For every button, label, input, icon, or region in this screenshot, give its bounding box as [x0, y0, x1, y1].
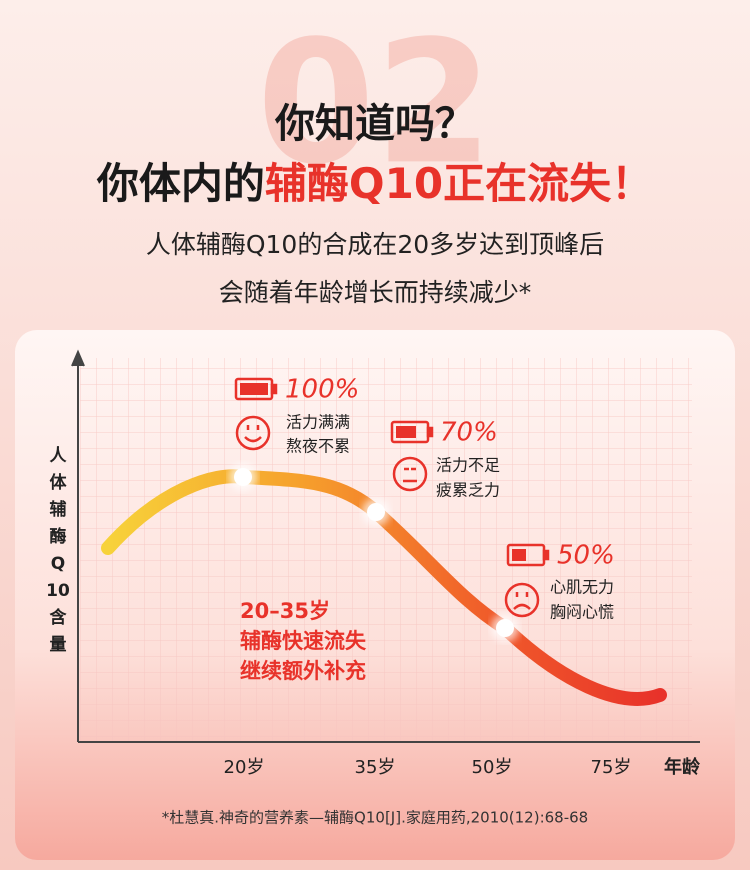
- percent: 70%: [440, 418, 498, 448]
- eyes: [246, 425, 260, 430]
- point: [234, 468, 252, 486]
- annotation-line: 继续额外补充: [240, 659, 366, 683]
- point: [367, 503, 385, 521]
- features: [403, 467, 417, 483]
- x-label: 20岁: [224, 757, 265, 778]
- annotation-line: 辅酶快速流失: [240, 629, 367, 653]
- neutral-face: [392, 456, 428, 492]
- battery-level: [512, 549, 526, 561]
- callout-line: 疲累乏力: [436, 481, 500, 500]
- heading: 你知道吗？: [274, 101, 475, 147]
- smile: [244, 436, 262, 443]
- smile-face: [235, 415, 271, 451]
- y-axis-label: 人体辅酶Q 10 含量: [46, 446, 70, 655]
- features: [513, 592, 531, 610]
- x-labels: 20岁 35岁 50岁 75岁 年龄: [224, 756, 701, 778]
- battery-level: [396, 426, 416, 438]
- y-axis: [71, 349, 85, 742]
- subtitle: 会随着年龄增长而持续减少*: [219, 278, 532, 307]
- background-number: 02: [257, 4, 494, 202]
- x-axis-label: 年龄: [664, 756, 701, 778]
- y-axis-label-char: 辅: [50, 499, 67, 520]
- percents: 100% 70% 50%: [285, 375, 615, 571]
- points: [229, 463, 519, 642]
- y-axis-label-char: 10: [46, 581, 70, 601]
- y-axis-label-char: 人: [50, 446, 68, 466]
- sad-face: [504, 582, 540, 618]
- heading-plain: 你体内的: [96, 159, 265, 208]
- x-label: 50岁: [472, 757, 513, 778]
- percent: 50%: [557, 541, 615, 571]
- subtitle: 人体辅酶Q10的合成在20多岁达到顶峰后: [146, 230, 604, 259]
- heading-highlight: 辅酶Q10正在流失！: [265, 159, 653, 208]
- x-label: 35岁: [355, 757, 396, 778]
- callout-line: 熬夜不累: [286, 437, 350, 456]
- battery-tip: [270, 383, 278, 395]
- battery-tip: [542, 549, 550, 561]
- y-axis-label-char: 量: [50, 634, 67, 655]
- point: [496, 619, 514, 637]
- annotation-line: 20–35岁: [240, 599, 330, 623]
- y-axis-label-char: Q: [51, 554, 65, 574]
- percent: 100%: [285, 375, 359, 405]
- callout-line: 活力满满: [286, 413, 350, 432]
- callout-texts: 活力满满 熬夜不累 活力不足 疲累乏力 心肌无力 胸闷心慌: [286, 413, 614, 622]
- y-axis-label-char: 酶: [50, 526, 67, 547]
- annotation: 20–35岁 辅酶快速流失 继续额外补充: [240, 599, 367, 683]
- grid: [80, 358, 692, 742]
- callout-line: 活力不足: [436, 456, 500, 475]
- battery-tip: [426, 426, 434, 438]
- y-axis-label-char: 体: [50, 472, 68, 493]
- callout-line: 心肌无力: [550, 578, 614, 597]
- x-label: 75岁: [591, 757, 632, 778]
- y-axis-label-char: 含: [50, 607, 68, 628]
- heading: 你体内的辅酶Q10正在流失！: [96, 159, 653, 208]
- battery-level: [240, 383, 268, 395]
- footnote: *杜慧真.神奇的营养素—辅酶Q10[J].家庭用药,2010(12):68-68: [162, 809, 588, 827]
- icons: [234, 377, 550, 618]
- callout-line: 胸闷心慌: [550, 603, 614, 622]
